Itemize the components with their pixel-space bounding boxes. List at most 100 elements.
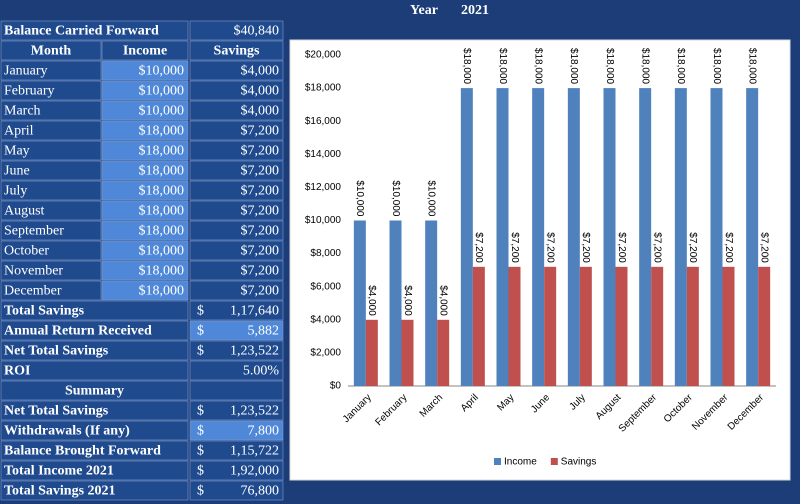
savings: $7,200 <box>241 204 280 219</box>
income-cell <box>101 220 189 241</box>
value-cell <box>189 360 284 381</box>
y-tick-label: $20,000 <box>305 50 342 61</box>
total-label: Net Total Savings <box>4 344 109 359</box>
month-cell <box>0 60 102 81</box>
total-label: ROI <box>4 364 30 379</box>
value-cell <box>189 400 284 421</box>
data-label: $10,000 <box>354 180 365 217</box>
data-label: $7,200 <box>545 232 556 263</box>
y-tick-label: $10,000 <box>305 215 342 226</box>
data-label: $18,000 <box>461 48 472 85</box>
value-cell <box>189 320 284 341</box>
bar <box>686 266 699 386</box>
bar <box>674 88 687 386</box>
month: December <box>4 284 62 299</box>
savings: $7,200 <box>241 244 280 259</box>
month: March <box>4 104 41 119</box>
data-label: $7,200 <box>723 232 734 263</box>
savings: $7,200 <box>241 264 280 279</box>
income: $18,000 <box>139 224 185 239</box>
savings: $7,200 <box>241 164 280 179</box>
total-label: Net Total Savings <box>4 404 109 419</box>
income: $18,000 <box>139 244 185 259</box>
y-tick-label: $16,000 <box>305 116 342 127</box>
data-label: $4,000 <box>366 285 377 316</box>
value-cell <box>189 300 284 321</box>
legend-swatch <box>550 458 558 465</box>
column-header: Income <box>123 44 167 59</box>
bar <box>567 88 580 386</box>
savings: $7,200 <box>241 144 280 159</box>
month: February <box>4 84 55 99</box>
label-cell <box>0 440 189 461</box>
savings-cell <box>189 260 284 281</box>
savings-cell <box>189 160 284 181</box>
data-label: $18,000 <box>568 48 579 85</box>
month: November <box>4 264 63 279</box>
data-label: $10,000 <box>426 180 437 217</box>
data-label: $7,200 <box>473 232 484 263</box>
bar <box>544 266 557 386</box>
y-tick-label: $0 <box>330 381 342 392</box>
income: $18,000 <box>139 164 185 179</box>
year: 2021 <box>461 3 489 18</box>
currency: $ <box>197 424 204 439</box>
total-value: 1,23,522 <box>230 404 279 419</box>
currency: $ <box>197 304 204 319</box>
bar <box>353 220 366 386</box>
header-cell <box>189 40 284 61</box>
bar <box>472 266 485 386</box>
currency: $ <box>197 404 204 419</box>
total-value: 1,15,722 <box>230 444 279 459</box>
data-label: $18,000 <box>640 48 651 85</box>
currency: $ <box>197 444 204 459</box>
savings-cell <box>189 140 284 161</box>
column-header: Month <box>31 44 72 59</box>
total-label: Balance Brought Forward <box>4 444 161 459</box>
income: $10,000 <box>139 64 185 79</box>
total-label: Total Income 2021 <box>4 464 114 479</box>
income: $10,000 <box>139 104 185 119</box>
data-label: $7,200 <box>616 232 627 263</box>
year-label: Year <box>410 3 438 18</box>
income-cell <box>101 160 189 181</box>
balance-label: Balance Carried Forward <box>4 24 159 39</box>
value-cell <box>189 460 284 481</box>
label-cell <box>0 360 189 381</box>
bar <box>639 88 652 386</box>
label-cell <box>0 20 189 41</box>
month-cell <box>0 200 102 221</box>
bar <box>603 88 616 386</box>
data-label: $18,000 <box>604 48 615 85</box>
label-cell <box>0 300 189 321</box>
label-cell <box>0 460 189 481</box>
bar <box>532 88 545 386</box>
total-label: Total Savings <box>4 304 85 319</box>
total-value: 1,92,000 <box>230 464 279 479</box>
bar <box>651 266 664 386</box>
savings: $7,200 <box>241 124 280 139</box>
month: September <box>4 224 64 239</box>
month-cell <box>0 280 102 301</box>
y-tick-label: $2,000 <box>310 348 341 359</box>
income-cell <box>101 100 189 121</box>
bar <box>437 319 450 386</box>
data-label: $7,200 <box>509 232 520 263</box>
legend-label: Income <box>504 457 537 468</box>
savings: $7,200 <box>241 224 280 239</box>
income: $18,000 <box>139 264 185 279</box>
month: January <box>4 64 48 79</box>
total-label: Withdrawals (If any) <box>4 424 130 439</box>
month-cell <box>0 180 102 201</box>
total-value: 76,800 <box>241 484 280 499</box>
month-cell <box>0 220 102 241</box>
currency: $ <box>197 324 204 339</box>
income-cell <box>101 120 189 141</box>
legend-label: Savings <box>561 457 597 468</box>
income-cell <box>101 200 189 221</box>
income-cell <box>101 140 189 161</box>
y-tick-label: $18,000 <box>305 83 342 94</box>
income: $10,000 <box>139 84 185 99</box>
currency: $ <box>197 344 204 359</box>
summary-cell <box>189 380 284 401</box>
